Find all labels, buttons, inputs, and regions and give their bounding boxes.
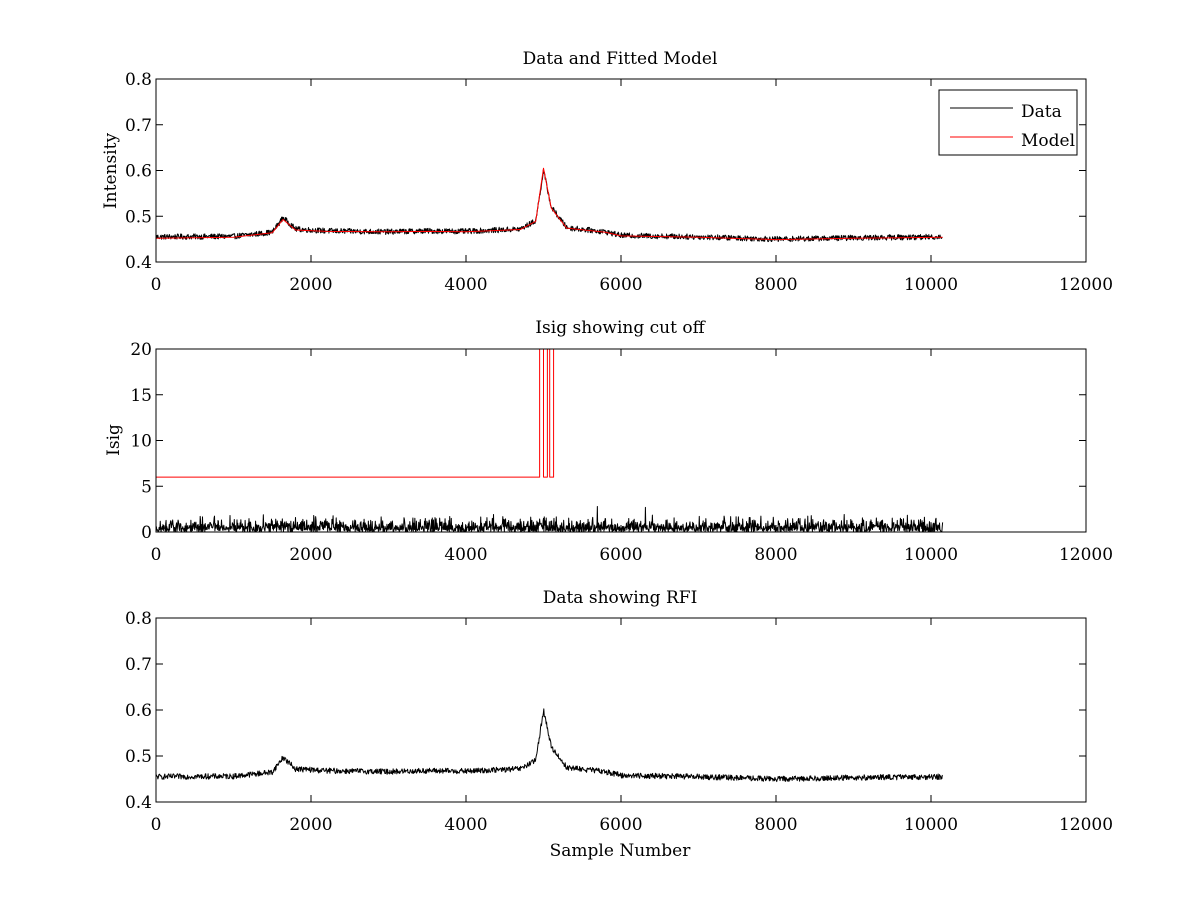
x-tick-label: 6000 [599,275,642,295]
x-axis-label: Sample Number [550,841,692,861]
x-tick-label: 10000 [904,815,958,835]
y-tick-label: 0.6 [125,162,152,182]
series-line-model [156,167,943,241]
panel-title: Data showing RFI [543,588,698,608]
series-group [156,708,943,783]
plot-area: 0 2000 4000 6000 8000 10000 12000 0.4 0.5 0.6 0.7 0… [125,70,1113,295]
x-tick-label: 8000 [754,275,797,295]
panel-title: Isig showing cut off [535,318,706,338]
y-tick-label: 0.4 [125,253,152,273]
panel-isig-showing-cut-off: Isig showing cut off Isig 0 2000 4000 6000 8… [104,318,1113,565]
x-tick-label: 4000 [444,275,487,295]
x-tick-label: 0 [151,815,162,835]
y-axis-label: Intensity [101,133,121,209]
legend: Data Model [938,89,1078,156]
x-tick-label: 2000 [289,275,332,295]
x-tick-label: 0 [151,545,162,565]
legend-entry-data: Data [1021,102,1062,122]
x-tick-label: 2000 [289,545,332,565]
y-tick-label: 0.7 [125,655,152,675]
legend-entry-model: Model [1021,131,1075,151]
x-tick-label: 0 [151,275,162,295]
x-tick-label: 6000 [599,815,642,835]
y-axis-label: Isig [104,424,124,456]
x-tick-label: 12000 [1059,815,1113,835]
y-tick-label: 0.5 [125,747,152,767]
y-tick-label: 20 [130,340,152,360]
y-tick-label: 0.6 [125,701,152,721]
x-tick-label: 4000 [444,545,487,565]
series-line-isig [156,505,944,532]
x-tick-label: 8000 [754,815,797,835]
y-tick-label: 0.8 [125,70,152,90]
x-tick-label: 2000 [289,815,332,835]
panel-data-showing-rfi: Data showing RFI Sample Number 0 2000 4000… [125,588,1113,861]
panel-data-and-fitted-model: Data and Fitted Model Intensity 0 2000 400… [101,49,1113,295]
series-group [156,349,944,532]
y-tick-label: 0.8 [125,609,152,629]
x-tick-label: 4000 [444,815,487,835]
y-tick-label: 15 [130,386,152,406]
x-tick-label: 12000 [1059,545,1113,565]
x-tick-label: 12000 [1059,275,1113,295]
panel-title: Data and Fitted Model [523,49,718,69]
y-tick-label: 10 [130,432,152,452]
y-tick-label: 0.4 [125,793,152,813]
legend-box [938,89,1078,156]
y-tick-label: 5 [141,477,152,497]
y-tick-label: 0 [141,523,152,543]
x-tick-label: 10000 [904,545,958,565]
plot-area: 0 2000 4000 6000 8000 10000 12000 0.4 0.5 0.6 0.7 0… [125,609,1113,835]
x-tick-label: 10000 [904,275,958,295]
series-line-data [156,708,943,783]
series-line-cut-off [156,349,943,478]
plot-area: 0 2000 4000 6000 8000 10000 12000 0 5 10 15 20 [130,340,1113,565]
series-group [156,167,943,243]
x-tick-label: 8000 [754,545,797,565]
x-tick-label: 6000 [599,545,642,565]
y-tick-label: 0.7 [125,116,152,136]
y-tick-label: 0.5 [125,207,152,227]
